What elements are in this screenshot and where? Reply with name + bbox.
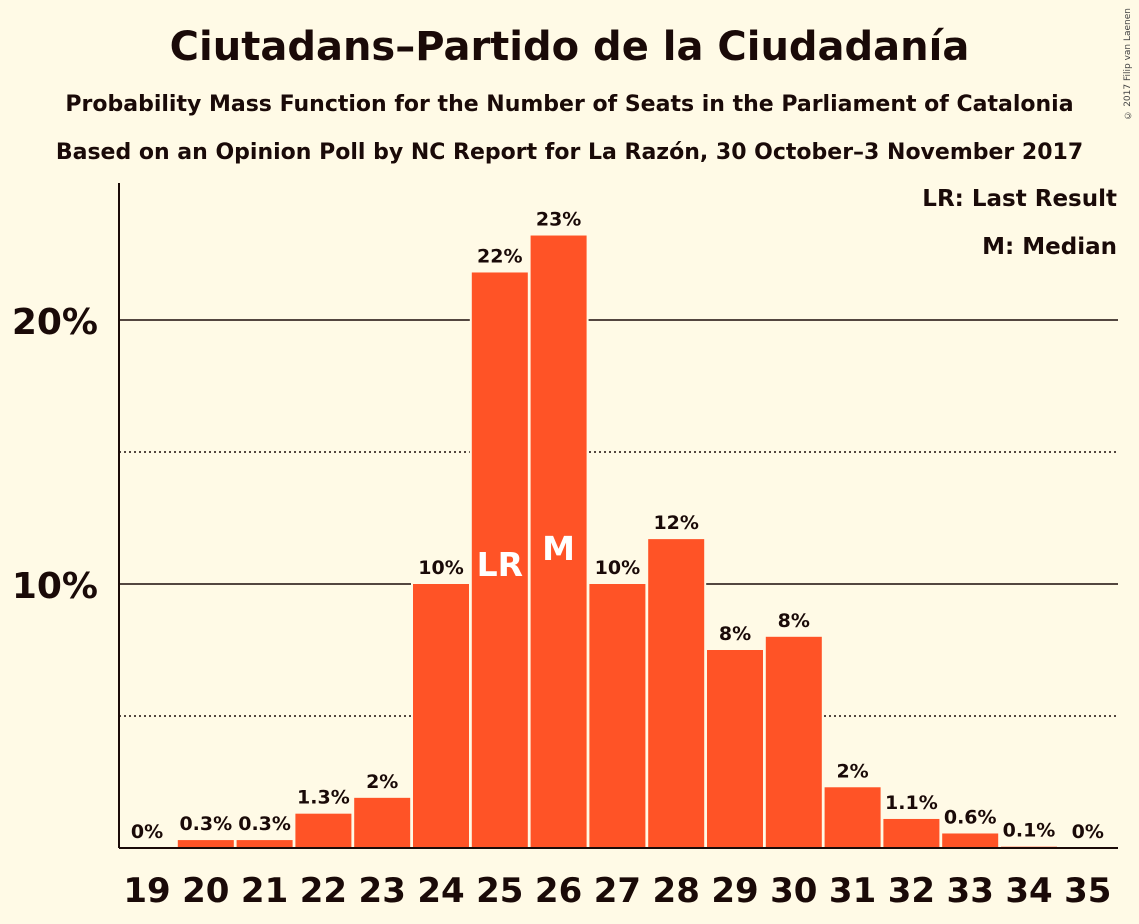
bar-27 bbox=[589, 584, 646, 848]
legend-last-result: LR: Last Result bbox=[922, 186, 1117, 212]
data-label: 0% bbox=[131, 821, 163, 843]
data-label: 1.3% bbox=[297, 787, 350, 809]
bar-29 bbox=[707, 650, 763, 848]
data-label: 1.1% bbox=[885, 792, 938, 814]
chart-source-line: Based on an Opinion Poll by NC Report fo… bbox=[55, 140, 1084, 165]
median-marker: M bbox=[542, 529, 575, 568]
data-label: 0.1% bbox=[1003, 820, 1056, 842]
x-tick-label: 25 bbox=[476, 871, 523, 911]
x-tick-label: 20 bbox=[182, 871, 229, 911]
x-tick-label: 19 bbox=[123, 871, 170, 911]
x-tick-label: 22 bbox=[300, 871, 347, 911]
x-tick-label: 21 bbox=[241, 871, 288, 911]
data-label: 8% bbox=[719, 623, 751, 645]
bar-30 bbox=[765, 636, 822, 848]
data-label: 0.6% bbox=[944, 806, 997, 828]
chart-subtitle: Probability Mass Function for the Number… bbox=[65, 92, 1074, 117]
data-label: 8% bbox=[778, 610, 810, 632]
bar-28 bbox=[648, 539, 705, 848]
data-label: 10% bbox=[595, 557, 640, 579]
bar-31 bbox=[824, 787, 881, 848]
data-label: 0% bbox=[1072, 821, 1104, 843]
data-label: 0.3% bbox=[179, 813, 232, 835]
chart-title: Ciutadans–Partido de la Ciudadanía bbox=[169, 24, 970, 70]
bar-halo bbox=[999, 844, 1059, 848]
x-tick-label: 33 bbox=[947, 871, 994, 911]
last-result-marker: LR bbox=[477, 545, 523, 584]
x-tick-label: 23 bbox=[359, 871, 406, 911]
x-tick-label: 27 bbox=[594, 871, 641, 911]
bar-22 bbox=[295, 813, 352, 848]
data-label: 2% bbox=[366, 771, 398, 793]
bar-20 bbox=[177, 840, 234, 848]
x-tick-label: 24 bbox=[417, 871, 464, 911]
y-tick-label: 10% bbox=[12, 566, 98, 607]
x-tick-label: 29 bbox=[711, 871, 758, 911]
x-tick-label: 26 bbox=[535, 871, 582, 911]
bar-33 bbox=[942, 833, 999, 848]
x-tick-label: 31 bbox=[829, 871, 876, 911]
data-label: 2% bbox=[836, 760, 868, 782]
y-tick-label: 20% bbox=[12, 302, 98, 343]
bar-24 bbox=[413, 584, 469, 848]
data-label: 12% bbox=[653, 512, 698, 534]
legend-median: M: Median bbox=[982, 234, 1117, 260]
data-label: 22% bbox=[477, 245, 522, 267]
data-label: 0.3% bbox=[238, 813, 291, 835]
x-tick-label: 34 bbox=[1005, 871, 1052, 911]
data-label: 10% bbox=[418, 557, 463, 579]
data-label: 23% bbox=[536, 209, 581, 231]
bar-21 bbox=[236, 840, 293, 848]
bar-23 bbox=[354, 797, 411, 848]
bar-26 bbox=[530, 235, 587, 848]
bar-32 bbox=[883, 818, 940, 848]
bar-25 bbox=[471, 272, 528, 849]
x-tick-label: 32 bbox=[888, 871, 935, 911]
x-tick-label: 28 bbox=[653, 871, 700, 911]
x-tick-label: 35 bbox=[1064, 871, 1111, 911]
x-tick-label: 30 bbox=[770, 871, 817, 911]
